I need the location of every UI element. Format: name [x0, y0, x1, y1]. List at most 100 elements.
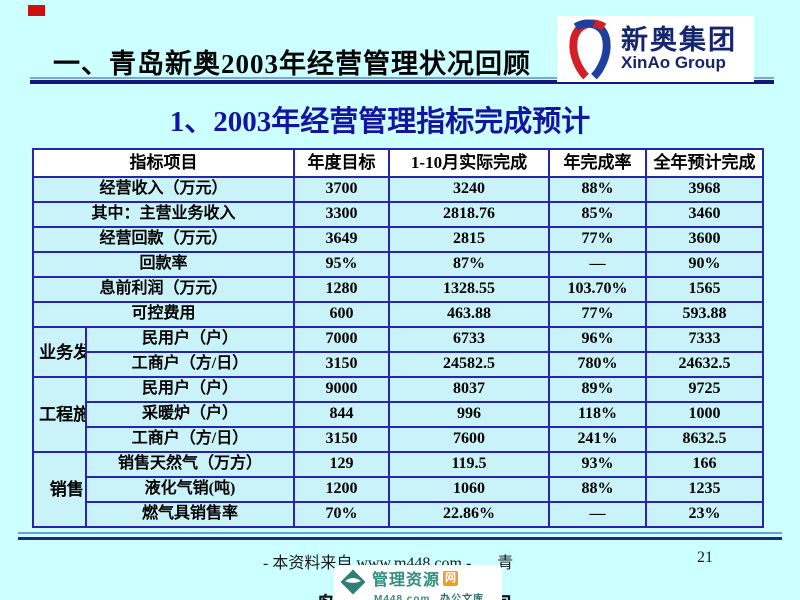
watermark-site-name: 管理资源 — [372, 572, 441, 589]
cell-target: 129 — [293, 451, 390, 478]
cell-forecast: 9725 — [645, 376, 764, 403]
cell-rate: 96% — [548, 326, 647, 353]
slide-header-title: 一、青岛新奥2003年经营管理状况回顾 — [53, 49, 531, 79]
col-header-indicator: 指标项目 — [32, 148, 295, 178]
cell-rate: 77% — [548, 226, 647, 253]
cell-target: 70% — [293, 501, 390, 528]
table-row: 经营回款（万元） 3649 2815 77% 3600 — [32, 226, 764, 253]
cell-forecast: 1565 — [645, 276, 764, 303]
cell-target: 3150 — [293, 351, 390, 378]
table-row: 采暖炉（户） 844 996 118% 1000 — [33, 401, 764, 428]
m448-watermark: 管理资源 网 M448.com 办公文库 — [334, 565, 502, 600]
cell-target: 844 — [293, 401, 390, 428]
cell-forecast: 8632.5 — [645, 426, 764, 453]
xinao-group-logo: 新奥集团 XinAo Group — [557, 16, 754, 82]
logo-chinese-name: 新奥集团 — [621, 24, 737, 55]
header-divider-line-thin — [30, 77, 774, 79]
table-row: 业务发展 民用户（户） 7000 6733 96% 7333 — [32, 326, 764, 378]
watermark-label: 办公文库 — [440, 594, 485, 600]
row-label: 其中：主营业务收入 — [32, 201, 295, 228]
watermark-domain: M448.com — [374, 594, 431, 600]
cell-actual: 3240 — [388, 176, 550, 203]
cell-forecast: 24632.5 — [645, 351, 764, 378]
cell-rate: 88% — [548, 176, 647, 203]
cell-rate: 780% — [548, 351, 647, 378]
cell-forecast: 166 — [645, 451, 764, 478]
row-label: 燃气具销售率 — [85, 501, 295, 528]
table-row: 可控费用 600 463.88 77% 593.88 — [32, 301, 764, 328]
red-accent-square — [28, 5, 45, 16]
table-row: 销售 销售天然气（万方） 129 119.5 93% 166 — [32, 451, 764, 528]
cell-rate: 103.70% — [548, 276, 647, 303]
m448-diamond-icon — [340, 569, 366, 595]
table-row: 液化气销(吨) 1200 1060 88% 1235 — [33, 476, 764, 503]
table-row: 工商户（方/日） 3150 24582.5 780% 24632.5 — [33, 351, 764, 378]
table-row: 其中：主营业务收入 3300 2818.76 85% 3460 — [32, 201, 764, 228]
cell-rate: 88% — [548, 476, 647, 503]
group-label-engineering-construction: 工程施工 — [32, 376, 87, 453]
group-label-business-development: 业务发展 — [32, 326, 87, 378]
header-divider-line-thick — [30, 80, 774, 84]
cell-actual: 2815 — [388, 226, 550, 253]
cell-actual: 6733 — [388, 326, 550, 353]
row-label: 经营收入（万元） — [32, 176, 295, 203]
table-row: 回款率 95% 87% — 90% — [32, 251, 764, 278]
table-header-row: 指标项目 年度目标 1-10月实际完成 年完成率 全年预计完成 — [32, 148, 764, 178]
row-label: 回款率 — [32, 251, 295, 278]
cell-target: 95% — [293, 251, 390, 278]
footer-divider-line-thin — [18, 532, 782, 534]
cell-target: 3300 — [293, 201, 390, 228]
net-badge-icon: 网 — [443, 570, 459, 586]
cell-actual: 8037 — [388, 376, 550, 403]
row-label: 液化气销(吨) — [85, 476, 295, 503]
col-header-actual: 1-10月实际完成 — [388, 148, 550, 178]
cell-actual: 2818.76 — [388, 201, 550, 228]
cell-actual: 119.5 — [388, 451, 550, 478]
table-row: 工商户（方/日） 3150 7600 241% 8632.5 — [33, 426, 764, 453]
logo-english-name: XinAo Group — [621, 53, 726, 73]
cell-rate: 93% — [548, 451, 647, 478]
kpi-table: 指标项目 年度目标 1-10月实际完成 年完成率 全年预计完成 经营收入（万元）… — [32, 148, 764, 528]
cell-forecast: 1235 — [645, 476, 764, 503]
cell-forecast: 23% — [645, 501, 764, 528]
cell-target: 1280 — [293, 276, 390, 303]
cell-target: 9000 — [293, 376, 390, 403]
col-header-full-year-forecast: 全年预计完成 — [645, 148, 764, 178]
cell-forecast: 90% — [645, 251, 764, 278]
cell-rate: 77% — [548, 301, 647, 328]
cell-target: 1200 — [293, 476, 390, 503]
cell-actual: 22.86% — [388, 501, 550, 528]
footer-divider-line-thick — [18, 537, 782, 540]
cell-target: 3150 — [293, 426, 390, 453]
section-title: 1、2003年经营管理指标完成预计 — [169, 106, 591, 138]
cell-actual: 24582.5 — [388, 351, 550, 378]
cell-rate: 241% — [548, 426, 647, 453]
cell-rate: 89% — [548, 376, 647, 403]
col-header-annual-target: 年度目标 — [293, 148, 390, 178]
cell-target: 3649 — [293, 226, 390, 253]
cell-forecast: 7333 — [645, 326, 764, 353]
table-row: 经营收入（万元） 3700 3240 88% 3968 — [32, 176, 764, 203]
page-number: 21 — [697, 549, 713, 566]
cell-forecast: 593.88 — [645, 301, 764, 328]
row-label: 工商户（方/日） — [85, 426, 295, 453]
cell-actual: 1328.55 — [388, 276, 550, 303]
cell-forecast: 3460 — [645, 201, 764, 228]
cell-rate: 85% — [548, 201, 647, 228]
table-row: 息前利润（万元） 1280 1328.55 103.70% 1565 — [32, 276, 764, 303]
group-label-sales: 销售 — [32, 451, 87, 528]
cell-forecast: 1000 — [645, 401, 764, 428]
row-label: 经营回款（万元） — [32, 226, 295, 253]
cell-target: 7000 — [293, 326, 390, 353]
row-label: 民用户（户） — [85, 376, 295, 403]
cell-actual: 996 — [388, 401, 550, 428]
cell-target: 600 — [293, 301, 390, 328]
cell-rate: — — [548, 251, 647, 278]
cell-forecast: 3600 — [645, 226, 764, 253]
row-label: 销售天然气（万方） — [85, 451, 295, 478]
cell-target: 3700 — [293, 176, 390, 203]
cell-rate: 118% — [548, 401, 647, 428]
col-header-completion-rate: 年完成率 — [548, 148, 647, 178]
cell-actual: 1060 — [388, 476, 550, 503]
